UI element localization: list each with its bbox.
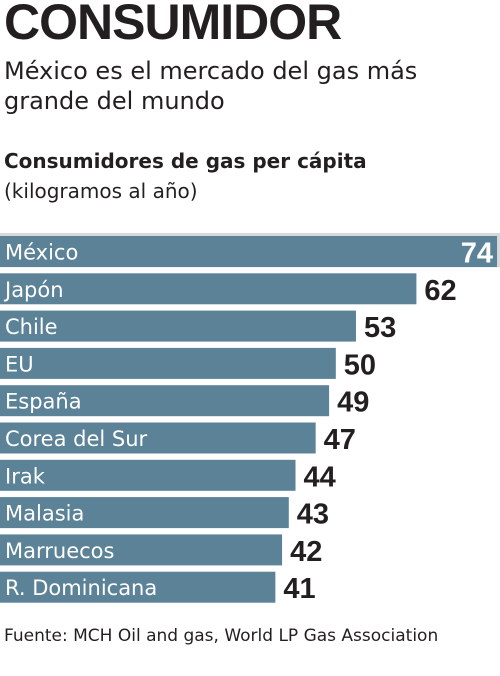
value-label-6: 44 [304,461,336,493]
bar-5 [0,422,316,454]
value-label-4: 49 [337,387,369,419]
value-label-8: 42 [290,536,322,568]
category-label-7: Malasia [5,502,84,526]
subtitle: México es el mercado del gas más grande … [4,57,418,115]
bar-4 [0,385,330,417]
chart-title: Consumidores de gas per cápita [4,149,367,173]
category-label-8: Marruecos [5,539,114,563]
category-label-6: Irak [5,464,46,488]
bar-9 [0,571,276,603]
value-label-7: 43 [297,499,329,531]
bar-6 [0,459,296,491]
value-label-3: 50 [344,349,376,381]
headline: CONSUMIDOR [4,0,342,50]
category-label-2: Chile [5,315,58,339]
bar-1 [0,273,417,305]
category-label-5: Corea del Sur [5,427,148,451]
bar-7 [0,497,289,529]
chart-unit: (kilogramos al año) [4,179,198,203]
category-label-9: R. Dominicana [5,576,157,600]
bar-8 [0,534,283,566]
value-label-0: 74 [461,238,493,270]
category-label-0: México [5,241,78,265]
category-label-1: Japón [3,278,64,302]
bar-0 [0,236,497,267]
bar-2 [0,310,356,342]
value-label-2: 53 [364,312,396,344]
value-label-9: 41 [283,573,315,605]
category-label-3: EU [5,352,34,376]
value-label-1: 62 [424,275,456,307]
source-note: Fuente: MCH Oil and gas, World LP Gas As… [4,626,439,646]
value-label-5: 47 [324,424,356,456]
bar-chart: México 74 Japón 62 Chile 53 EU 50 España 49 Corea … [0,233,500,605]
bar-3 [0,347,336,379]
category-label-4: España [5,390,82,414]
